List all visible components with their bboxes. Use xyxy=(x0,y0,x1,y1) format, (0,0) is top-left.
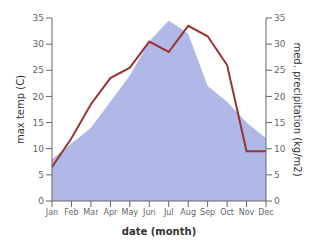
svg-text:Apr: Apr xyxy=(103,208,118,217)
svg-text:35: 35 xyxy=(33,13,44,23)
svg-text:max temp (C): max temp (C) xyxy=(15,75,26,144)
svg-text:5: 5 xyxy=(274,170,280,180)
svg-text:Dec: Dec xyxy=(258,208,273,217)
svg-text:date (month): date (month) xyxy=(122,226,196,237)
svg-text:15: 15 xyxy=(33,118,44,128)
svg-text:0: 0 xyxy=(274,196,280,206)
svg-text:Oct: Oct xyxy=(220,208,234,217)
svg-text:Jan: Jan xyxy=(45,208,58,217)
svg-text:10: 10 xyxy=(33,144,45,154)
svg-text:25: 25 xyxy=(274,65,285,75)
svg-text:Sep: Sep xyxy=(200,208,215,217)
svg-text:20: 20 xyxy=(33,92,45,102)
svg-text:Feb: Feb xyxy=(64,208,78,217)
svg-text:5: 5 xyxy=(38,170,44,180)
svg-text:0: 0 xyxy=(38,196,44,206)
svg-text:Aug: Aug xyxy=(180,208,196,217)
svg-text:25: 25 xyxy=(33,65,44,75)
svg-text:30: 30 xyxy=(33,39,45,49)
svg-text:med. precipitation (kg/m2): med. precipitation (kg/m2) xyxy=(292,42,303,176)
svg-text:20: 20 xyxy=(274,92,286,102)
svg-text:Jul: Jul xyxy=(163,208,174,217)
svg-text:15: 15 xyxy=(274,118,285,128)
svg-text:30: 30 xyxy=(274,39,286,49)
svg-text:Jun: Jun xyxy=(142,208,156,217)
svg-text:35: 35 xyxy=(274,13,285,23)
svg-text:May: May xyxy=(122,208,139,217)
svg-text:10: 10 xyxy=(274,144,286,154)
svg-text:Mar: Mar xyxy=(83,208,99,217)
svg-text:Nov: Nov xyxy=(239,208,255,217)
